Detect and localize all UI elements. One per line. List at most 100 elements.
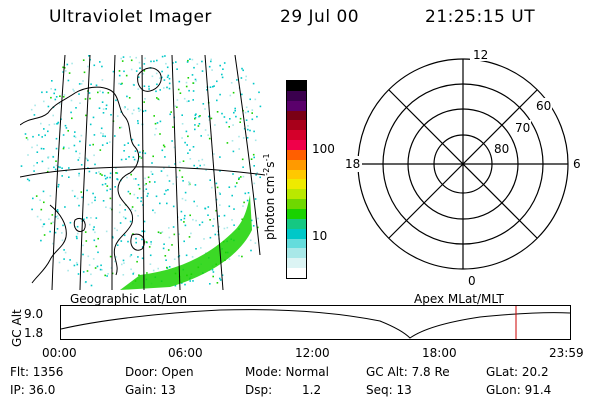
uv-point: [52, 242, 54, 245]
uv-point: [176, 99, 179, 101]
uv-point: [178, 169, 181, 172]
uv-point: [137, 76, 140, 78]
uv-point: [195, 80, 197, 82]
uv-point: [137, 107, 140, 110]
uv-point: [25, 137, 28, 139]
colorbar-segment: [287, 258, 306, 269]
uv-point: [172, 226, 175, 228]
uv-point: [52, 156, 55, 158]
uv-point: [109, 255, 112, 258]
uv-point: [130, 268, 132, 271]
uv-point: [126, 176, 128, 179]
uv-point: [89, 223, 91, 226]
uv-point: [137, 215, 139, 217]
uv-point: [94, 267, 97, 269]
uv-point: [36, 144, 38, 147]
latitude-line: [20, 166, 265, 178]
uv-point: [171, 244, 173, 246]
uv-point: [242, 205, 244, 207]
uv-point: [158, 99, 160, 101]
uv-point: [211, 69, 213, 71]
uv-point: [188, 183, 190, 186]
uv-point: [106, 185, 109, 187]
uv-point: [88, 264, 91, 266]
uv-point: [195, 248, 197, 250]
uv-point: [112, 70, 115, 73]
mlat-label-70: 70: [515, 121, 530, 135]
uv-point: [222, 68, 224, 70]
uv-point: [168, 227, 170, 229]
uv-point: [137, 256, 139, 258]
uv-point: [69, 259, 71, 261]
uv-point: [94, 199, 96, 202]
uv-point: [208, 65, 211, 68]
uv-point: [210, 58, 212, 61]
uv-point: [64, 251, 67, 254]
uv-point: [180, 219, 182, 221]
uv-point: [78, 93, 80, 95]
uv-point: [239, 117, 242, 120]
uv-point: [48, 124, 51, 126]
uv-point: [113, 227, 116, 230]
uv-point: [162, 247, 165, 250]
uv-point: [176, 106, 178, 108]
colorbar-tick-100: 100: [312, 142, 335, 156]
uv-point: [247, 128, 249, 131]
uv-point: [24, 133, 27, 135]
uv-point: [115, 172, 117, 174]
uv-point: [85, 240, 88, 242]
uv-point: [159, 202, 161, 205]
uv-point: [143, 220, 146, 223]
uv-point: [138, 61, 141, 64]
uv-point: [193, 66, 195, 69]
uv-point: [94, 196, 96, 199]
uv-point: [206, 89, 208, 91]
uv-point: [94, 163, 96, 166]
uv-point: [188, 89, 190, 92]
uv-point: [98, 107, 101, 109]
uv-point: [101, 174, 103, 176]
uv-point: [192, 280, 194, 282]
uv-point: [211, 186, 213, 189]
uv-point: [151, 173, 154, 175]
uv-point: [100, 127, 103, 130]
uv-point: [123, 106, 126, 109]
uv-point: [180, 210, 183, 213]
uv-point: [55, 147, 58, 150]
uv-point: [182, 180, 184, 182]
geographic-longitude: GLon: 91.4: [486, 383, 552, 397]
uv-point: [121, 263, 123, 266]
uv-point: [124, 217, 127, 220]
uv-point: [84, 98, 87, 100]
uv-point: [57, 183, 60, 186]
uv-point: [33, 164, 35, 167]
uv-point: [109, 176, 111, 179]
uv-point: [203, 238, 205, 240]
uv-point: [85, 157, 87, 160]
uv-point: [154, 211, 156, 214]
uv-point: [64, 206, 66, 208]
uv-point: [209, 283, 211, 285]
uv-point: [254, 242, 257, 244]
uv-point: [213, 153, 215, 155]
uv-point: [76, 237, 78, 240]
uv-point: [43, 128, 45, 130]
uv-point: [118, 70, 121, 72]
uv-point: [132, 156, 135, 158]
uv-point: [105, 230, 108, 233]
uv-point: [63, 146, 65, 149]
colorbar-segment: [287, 100, 306, 111]
uv-point: [204, 108, 206, 110]
uv-point: [221, 274, 224, 276]
uv-point: [125, 158, 127, 160]
uv-point: [190, 232, 192, 235]
uv-point: [93, 154, 95, 157]
uv-point: [167, 189, 169, 191]
uv-point: [75, 150, 77, 153]
uv-point: [194, 128, 196, 131]
uv-point: [234, 109, 236, 112]
uv-point: [185, 85, 188, 88]
uv-point: [175, 61, 177, 63]
uv-point: [143, 85, 146, 87]
uv-point: [241, 67, 243, 70]
